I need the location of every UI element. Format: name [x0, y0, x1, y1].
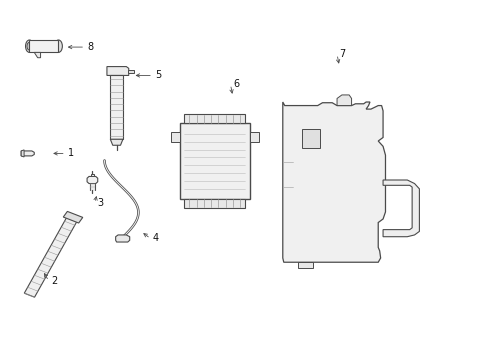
Circle shape [302, 262, 309, 267]
Ellipse shape [25, 40, 33, 53]
Circle shape [318, 178, 327, 185]
Polygon shape [87, 176, 98, 184]
Text: 4: 4 [153, 234, 159, 243]
Polygon shape [283, 102, 386, 262]
Circle shape [318, 219, 327, 226]
Polygon shape [116, 235, 130, 242]
Polygon shape [24, 215, 78, 297]
Text: 3: 3 [97, 198, 103, 208]
Text: 8: 8 [88, 42, 94, 52]
Text: 6: 6 [233, 79, 239, 89]
Circle shape [356, 138, 366, 145]
Polygon shape [63, 211, 83, 223]
Polygon shape [21, 150, 24, 157]
Polygon shape [29, 40, 58, 53]
Circle shape [172, 135, 178, 139]
Polygon shape [107, 67, 129, 76]
Text: 5: 5 [155, 71, 162, 80]
Polygon shape [34, 53, 41, 58]
Text: 1: 1 [68, 148, 74, 158]
Polygon shape [110, 76, 123, 139]
Polygon shape [302, 129, 320, 148]
Polygon shape [128, 70, 134, 73]
Circle shape [298, 219, 308, 226]
Polygon shape [383, 180, 419, 237]
Circle shape [251, 135, 257, 139]
Ellipse shape [27, 42, 32, 50]
Polygon shape [250, 132, 259, 142]
Ellipse shape [110, 73, 123, 77]
Polygon shape [298, 262, 313, 268]
Circle shape [298, 178, 308, 185]
Polygon shape [184, 114, 245, 123]
Text: 2: 2 [51, 276, 57, 286]
Polygon shape [180, 123, 250, 199]
Ellipse shape [54, 40, 62, 53]
Polygon shape [337, 95, 352, 105]
Polygon shape [110, 139, 123, 145]
Polygon shape [91, 174, 94, 176]
Polygon shape [171, 132, 180, 142]
Polygon shape [184, 199, 245, 208]
Polygon shape [21, 151, 34, 156]
Text: 7: 7 [340, 49, 346, 59]
